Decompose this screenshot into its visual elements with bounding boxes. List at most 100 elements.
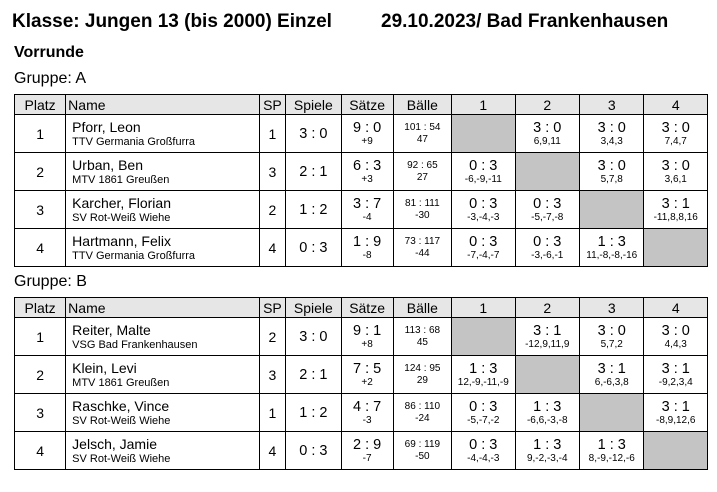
player-cell: Reiter, Malte VSG Bad Frankenhausen <box>65 317 260 356</box>
match-result-cell: 0 : 3 -5,-7,-8 <box>514 190 580 229</box>
player-cell: Klein, Levi MTV 1861 Greußen <box>65 355 260 394</box>
player-club: SV Rot-Weiß Wiehe <box>72 414 171 427</box>
column-header: 2 <box>514 94 580 115</box>
self-match-cell <box>451 114 516 153</box>
match-score: 3 : 0 <box>597 119 626 136</box>
header-row: Platz Name SP Spiele Sätze Bälle 1 2 3 4 <box>13 297 708 318</box>
balls-value: 86 : 110 <box>404 400 441 412</box>
sets-diff: -3 <box>362 414 372 426</box>
rank: 4 <box>36 239 44 256</box>
match-result-cell: 3 : 1 -8,9,12,6 <box>643 393 708 432</box>
sets-cell: 3 : 7 -4 <box>340 190 394 229</box>
column-header: 4 <box>643 297 708 318</box>
match-score: 1 : 3 <box>597 436 626 453</box>
rank-cell: 1 <box>13 317 67 356</box>
games-cell: 1 : 2 <box>285 190 342 229</box>
match-sets: -5,-7,-8 <box>531 211 564 223</box>
sets-cell: 6 : 3 +3 <box>340 152 394 191</box>
sets-diff: +3 <box>361 173 373 185</box>
round-heading: Vorrunde <box>14 44 84 61</box>
balls-diff: -30 <box>415 209 430 221</box>
match-sets: -4,-4,-3 <box>467 452 500 464</box>
column-header: SP <box>258 94 287 115</box>
games-value: 3 : 0 <box>299 125 328 142</box>
match-score: 3 : 1 <box>533 322 562 339</box>
balls-diff: 45 <box>416 336 428 348</box>
sets-diff: +9 <box>361 135 373 147</box>
column-header: SP <box>258 297 287 318</box>
player-cell: Jelsch, Jamie SV Rot-Weiß Wiehe <box>65 431 260 470</box>
player-club: SV Rot-Weiß Wiehe <box>72 452 171 465</box>
match-result-cell: 3 : 1 6,-6,3,8 <box>578 355 645 394</box>
balls-diff: -24 <box>415 412 430 424</box>
match-result-cell: 3 : 1 -12,9,11,9 <box>514 317 580 356</box>
player-name: Raschke, Vince <box>72 397 170 414</box>
sets-cell: 9 : 0 +9 <box>340 114 394 153</box>
balls-diff: 29 <box>416 374 428 386</box>
rank: 2 <box>36 366 44 383</box>
balls-cell: 73 : 117 -44 <box>392 228 453 267</box>
match-score: 3 : 0 <box>533 119 562 136</box>
sets-cell: 4 : 7 -3 <box>340 393 394 432</box>
column-header: 3 <box>578 297 645 318</box>
match-score: 3 : 1 <box>661 360 690 377</box>
match-sets: -3,-6,-1 <box>531 249 564 261</box>
games-value: 1 : 2 <box>299 404 328 421</box>
games-cell: 2 : 1 <box>285 152 342 191</box>
games-cell: 1 : 2 <box>285 393 342 432</box>
player-cell: Hartmann, Felix TTV Germania Großfurra <box>65 228 260 267</box>
sets-diff: -4 <box>362 211 372 223</box>
match-score: 3 : 0 <box>597 157 626 174</box>
column-header: Bälle <box>392 297 453 318</box>
column-header: Spiele <box>285 94 342 115</box>
balls-cell: 113 : 68 45 <box>392 317 453 356</box>
match-result-cell: 0 : 3 -3,-6,-1 <box>514 228 580 267</box>
sets-diff: -8 <box>362 249 372 261</box>
sp-value: 4 <box>268 239 277 256</box>
match-sets: 5,7,2 <box>600 338 623 350</box>
match-sets: 11,-8,-8,-16 <box>586 249 638 261</box>
page-title: Klasse: Jungen 13 (bis 2000) Einzel <box>12 11 332 32</box>
column-header: 1 <box>451 297 516 318</box>
games-cell: 0 : 3 <box>285 228 342 267</box>
balls-cell: 69 : 119 -50 <box>392 431 453 470</box>
balls-value: 124 : 95 <box>404 362 441 374</box>
balls-diff: 47 <box>416 133 428 145</box>
sets-diff: +2 <box>361 376 373 388</box>
sp-cell: 4 <box>258 431 287 470</box>
group-table: Platz Name SP Spiele Sätze Bälle 1 2 3 4 1 Reiter, … <box>13 297 708 470</box>
match-result-cell: 1 : 3 8,-9,-12,-6 <box>578 431 645 470</box>
player-club: TTV Germania Großfurra <box>72 135 196 148</box>
column-header: Sätze <box>340 94 394 115</box>
match-sets: -6,6,-3,-8 <box>526 414 568 426</box>
games-cell: 3 : 0 <box>285 317 342 356</box>
sets-value: 4 : 7 <box>352 398 382 415</box>
match-result-cell: 0 : 3 -3,-4,-3 <box>451 190 516 229</box>
match-result-cell: 3 : 1 -9,2,3,4 <box>643 355 708 394</box>
group-table: Platz Name SP Spiele Sätze Bälle 1 2 3 4 1 Pforr, L… <box>13 94 708 267</box>
sets-value: 3 : 7 <box>352 195 382 212</box>
column-header: Platz <box>13 297 67 318</box>
match-sets: -7,-4,-7 <box>467 249 500 261</box>
match-result-cell: 1 : 3 -6,6,-3,-8 <box>514 393 580 432</box>
rank-cell: 4 <box>13 431 67 470</box>
match-score: 0 : 3 <box>469 157 498 174</box>
player-row: 4 Jelsch, Jamie SV Rot-Weiß Wiehe 4 0 : 3 2 :… <box>13 431 708 470</box>
sets-value: 6 : 3 <box>352 157 382 174</box>
player-row: 2 Klein, Levi MTV 1861 Greußen 3 2 : 1 7 : 5 +… <box>13 355 708 394</box>
rank: 4 <box>36 442 44 459</box>
sp-value: 1 <box>268 125 277 142</box>
sets-cell: 9 : 1 +8 <box>340 317 394 356</box>
match-score: 0 : 3 <box>469 398 498 415</box>
match-score: 0 : 3 <box>533 195 562 212</box>
player-name: Pforr, Leon <box>72 118 141 135</box>
player-club: VSG Bad Frankenhausen <box>72 338 198 351</box>
balls-cell: 92 : 65 27 <box>392 152 453 191</box>
match-score: 3 : 0 <box>661 157 690 174</box>
column-header: Sätze <box>340 297 394 318</box>
match-sets: 6,9,11 <box>533 135 561 147</box>
match-sets: 9,-2,-3,-4 <box>526 452 568 464</box>
match-sets: 5,7,8 <box>600 173 623 185</box>
player-row: 2 Urban, Ben MTV 1861 Greußen 3 2 : 1 6 : 3 +3… <box>13 152 708 191</box>
balls-value: 101 : 54 <box>404 121 441 133</box>
